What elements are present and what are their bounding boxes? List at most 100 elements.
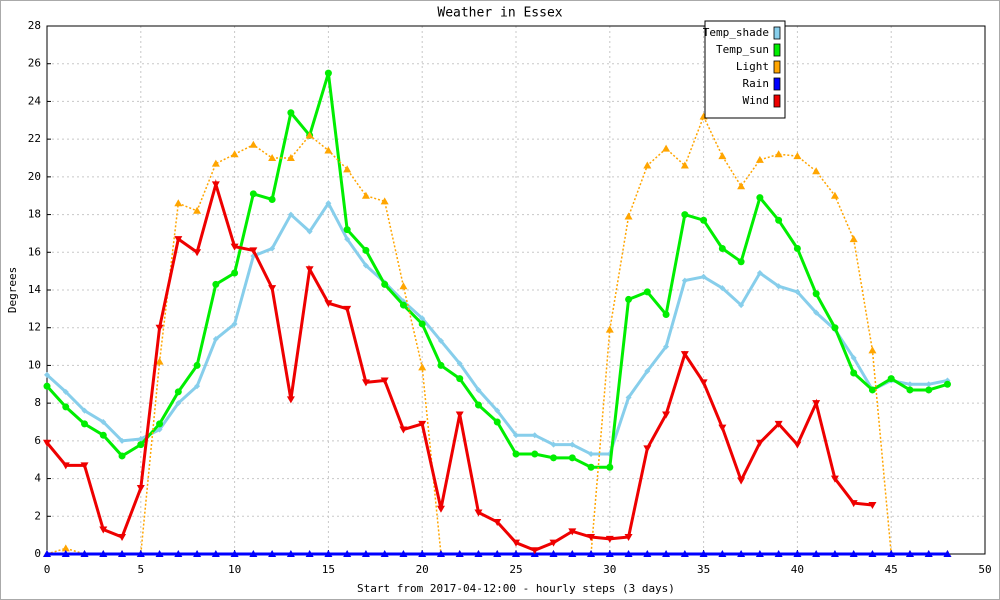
point bbox=[568, 454, 576, 462]
point bbox=[287, 211, 294, 218]
point bbox=[774, 420, 783, 428]
y-tick-label: 2 bbox=[34, 509, 41, 522]
point bbox=[230, 150, 239, 158]
point bbox=[568, 528, 577, 536]
point bbox=[605, 550, 614, 557]
point bbox=[943, 550, 952, 557]
point bbox=[605, 535, 614, 543]
point bbox=[230, 243, 239, 251]
point bbox=[493, 550, 502, 557]
point bbox=[325, 200, 332, 207]
point bbox=[268, 285, 277, 293]
point bbox=[343, 226, 351, 234]
point bbox=[737, 477, 746, 485]
point bbox=[756, 270, 763, 277]
point bbox=[850, 354, 857, 361]
legend-label: Temp_sun bbox=[716, 43, 769, 56]
legend-swatch bbox=[773, 43, 781, 57]
point bbox=[474, 509, 483, 517]
point bbox=[306, 228, 313, 235]
point bbox=[80, 462, 89, 470]
point bbox=[212, 280, 220, 288]
point bbox=[44, 371, 50, 378]
point bbox=[418, 550, 427, 557]
point bbox=[324, 550, 333, 557]
point bbox=[530, 547, 539, 555]
point bbox=[268, 195, 276, 203]
point bbox=[830, 191, 839, 199]
point bbox=[211, 550, 220, 557]
point bbox=[849, 550, 858, 557]
point bbox=[437, 361, 445, 369]
point bbox=[494, 407, 501, 414]
x-tick-label: 0 bbox=[44, 563, 51, 576]
point bbox=[362, 262, 369, 269]
point bbox=[474, 401, 482, 409]
point bbox=[812, 400, 821, 408]
point bbox=[43, 382, 51, 390]
point bbox=[381, 280, 389, 288]
point bbox=[344, 236, 351, 243]
point bbox=[81, 407, 88, 414]
point bbox=[43, 439, 51, 447]
point bbox=[831, 324, 839, 332]
point bbox=[812, 167, 821, 175]
point bbox=[569, 441, 576, 448]
x-tick-label: 10 bbox=[228, 563, 241, 576]
point bbox=[550, 441, 557, 448]
point bbox=[719, 285, 726, 292]
point bbox=[813, 309, 820, 316]
point bbox=[680, 351, 689, 359]
y-tick-label: 4 bbox=[34, 472, 41, 485]
point bbox=[793, 550, 802, 557]
point bbox=[531, 450, 539, 458]
point bbox=[774, 150, 783, 158]
point bbox=[418, 320, 426, 328]
point bbox=[286, 550, 295, 557]
x-tick-label: 45 bbox=[885, 563, 898, 576]
point bbox=[211, 181, 220, 189]
point bbox=[99, 550, 108, 557]
y-tick-label: 6 bbox=[34, 434, 41, 447]
point bbox=[456, 375, 464, 383]
point bbox=[418, 420, 427, 428]
point bbox=[286, 396, 295, 404]
point bbox=[755, 550, 764, 557]
point bbox=[380, 550, 389, 557]
point bbox=[99, 431, 107, 439]
point bbox=[249, 247, 258, 255]
point bbox=[286, 154, 295, 161]
point bbox=[643, 288, 651, 296]
point bbox=[43, 550, 51, 557]
legend-label: Temp_shade bbox=[703, 26, 769, 39]
legend-label: Wind bbox=[743, 94, 770, 107]
point bbox=[230, 550, 239, 557]
point bbox=[868, 386, 876, 394]
y-tick-label: 20 bbox=[28, 170, 41, 183]
point bbox=[61, 550, 70, 557]
point bbox=[774, 550, 783, 557]
point bbox=[550, 454, 558, 462]
point bbox=[361, 379, 370, 387]
point bbox=[850, 369, 858, 377]
legend-box bbox=[704, 20, 786, 119]
point bbox=[119, 437, 126, 444]
point bbox=[718, 550, 727, 557]
point bbox=[455, 550, 464, 557]
point bbox=[793, 245, 801, 253]
y-tick-label: 0 bbox=[34, 547, 41, 560]
point bbox=[680, 550, 689, 557]
point bbox=[605, 325, 614, 333]
point bbox=[681, 211, 689, 219]
x-tick-label: 35 bbox=[697, 563, 710, 576]
point bbox=[475, 386, 482, 393]
point bbox=[830, 475, 839, 483]
point bbox=[231, 269, 239, 277]
point bbox=[324, 69, 332, 77]
point bbox=[399, 301, 407, 309]
point bbox=[737, 550, 746, 557]
y-axis-label: Degrees bbox=[6, 267, 19, 313]
point bbox=[361, 191, 370, 199]
point bbox=[343, 550, 352, 557]
